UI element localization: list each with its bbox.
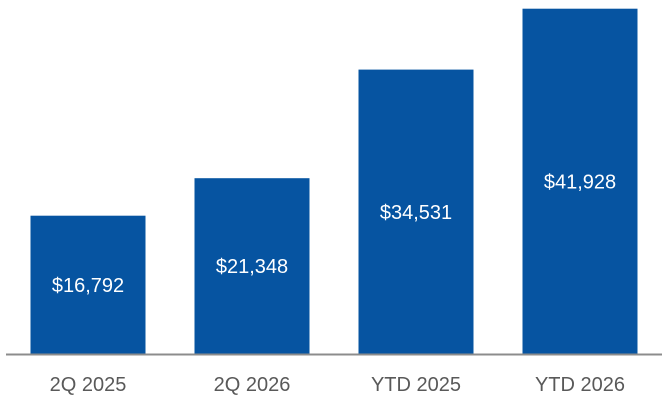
x-tick-labels-group: 2Q 2025 2Q 2026 YTD 2025 YTD 2026: [50, 374, 625, 396]
data-label-3: $41,928: [544, 171, 616, 193]
bar-3: [522, 8, 638, 354]
bar-2: [358, 69, 474, 354]
x-tick-label-0: 2Q 2025: [50, 374, 127, 396]
data-label-0: $16,792: [52, 275, 124, 297]
x-tick-label-2: YTD 2025: [371, 374, 461, 396]
x-tick-label-3: YTD 2026: [535, 374, 625, 396]
data-labels-group: $16,792 $21,348 $34,531 $41,928: [52, 171, 616, 297]
bar-0: [30, 215, 146, 354]
bars-group: [30, 8, 638, 354]
bar-1: [194, 178, 310, 354]
x-tick-label-1: 2Q 2026: [214, 374, 291, 396]
data-label-2: $34,531: [380, 202, 452, 224]
data-label-1: $21,348: [216, 256, 288, 278]
